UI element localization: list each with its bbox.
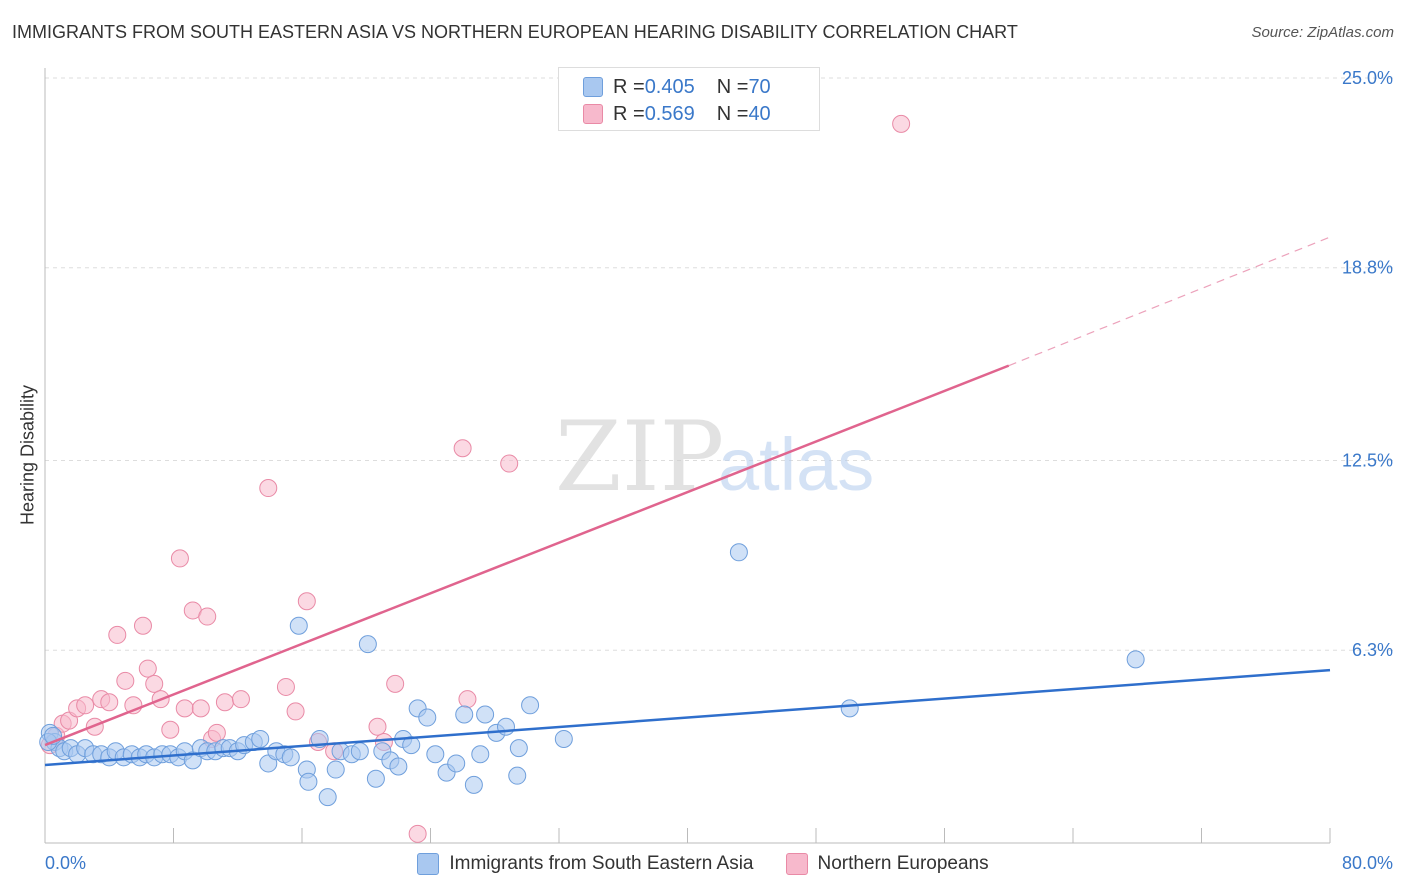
- data-point-northern-europeans: [76, 696, 95, 715]
- x-tick-label: 80.0%: [1342, 853, 1393, 873]
- x-tick-label: 0.0%: [45, 853, 86, 873]
- y-tick-label: 18.8%: [1342, 258, 1393, 278]
- series-se-asia: [39, 543, 1145, 807]
- data-point-se-asia: [447, 754, 466, 773]
- data-point-northern-europeans: [161, 720, 180, 739]
- data-point-se-asia: [476, 705, 495, 724]
- grid-lines: [45, 77, 1395, 651]
- data-point-se-asia: [350, 742, 369, 761]
- data-point-se-asia: [281, 748, 300, 767]
- legend-row-blue: R = 0.405 N = 70: [583, 74, 771, 100]
- data-point-northern-europeans: [368, 717, 387, 736]
- legend-row-pink: R = 0.569 N = 40: [583, 101, 771, 127]
- data-point-se-asia: [326, 760, 345, 779]
- watermark: ZIP atlas: [555, 401, 874, 513]
- chart-title: IMMIGRANTS FROM SOUTH EASTERN ASIA VS NO…: [12, 22, 1018, 42]
- data-point-se-asia: [366, 769, 385, 788]
- data-point-northern-europeans: [458, 690, 477, 709]
- data-point-se-asia: [299, 772, 318, 791]
- y-tick-label: 12.5%: [1342, 451, 1393, 471]
- data-point-northern-europeans: [175, 699, 194, 718]
- legend-label-se-asia: Immigrants from South Eastern Asia: [449, 853, 754, 874]
- data-point-northern-europeans: [892, 114, 911, 133]
- legend-swatch-se-asia: [417, 853, 440, 875]
- data-point-northern-europeans: [198, 607, 217, 626]
- series-legend: Immigrants from South Eastern Asia North…: [0, 850, 1406, 878]
- data-point-se-asia: [358, 635, 377, 654]
- legend-r-label: R =: [613, 102, 645, 125]
- data-point-northern-europeans: [191, 699, 210, 718]
- data-point-northern-europeans: [500, 454, 519, 473]
- watermark-atlas: atlas: [718, 423, 874, 506]
- data-point-se-asia: [464, 775, 483, 794]
- data-point-se-asia: [455, 705, 474, 724]
- data-point-se-asia: [521, 696, 540, 715]
- data-point-se-asia: [426, 745, 445, 764]
- legend-swatch-pink: [583, 104, 603, 124]
- data-point-northern-europeans: [259, 479, 278, 498]
- data-point-northern-europeans: [386, 674, 405, 693]
- data-point-se-asia: [1126, 650, 1145, 669]
- trend-line-northern-europeans-extension: [1008, 236, 1331, 367]
- data-point-se-asia: [251, 729, 270, 748]
- y-tick-label: 6.3%: [1352, 640, 1393, 660]
- data-point-se-asia: [418, 708, 437, 727]
- y-tick-label: 25.0%: [1342, 68, 1393, 88]
- legend-item-northern-europeans[interactable]: Northern Europeans: [785, 853, 989, 875]
- legend-n-label: N =: [716, 102, 749, 125]
- data-point-northern-europeans: [138, 659, 157, 678]
- data-point-northern-europeans: [453, 439, 472, 458]
- data-point-se-asia: [289, 616, 308, 635]
- data-point-se-asia: [389, 757, 408, 776]
- data-point-northern-europeans: [297, 592, 316, 611]
- data-point-se-asia: [509, 739, 528, 758]
- legend-r-value: 0.569: [644, 102, 695, 125]
- y-axis-title: Hearing Disability: [17, 384, 38, 526]
- source-label: Source: ZipAtlas.com: [1251, 24, 1394, 41]
- data-point-se-asia: [554, 729, 573, 748]
- legend-label-northern-europeans: Northern Europeans: [817, 853, 989, 874]
- data-point-se-asia: [402, 736, 421, 755]
- data-point-northern-europeans: [116, 671, 135, 690]
- data-point-northern-europeans: [215, 693, 234, 712]
- legend-r-value: 0.405: [644, 75, 695, 98]
- data-point-northern-europeans: [286, 702, 305, 721]
- legend-n-value: 70: [748, 75, 771, 98]
- legend-swatch-northern-europeans: [785, 853, 808, 875]
- legend-r-label: R =: [613, 75, 645, 98]
- data-point-northern-europeans: [170, 549, 189, 568]
- legend-n-value: 40: [748, 102, 771, 125]
- trend-line-northern-europeans: [44, 364, 1010, 747]
- data-point-se-asia: [318, 788, 337, 807]
- axes: [44, 68, 1331, 844]
- trend-lines: [44, 236, 1331, 767]
- data-point-northern-europeans: [133, 616, 152, 635]
- data-point-northern-europeans: [100, 693, 119, 712]
- legend-n-label: N =: [716, 75, 749, 98]
- data-point-se-asia: [508, 766, 527, 785]
- watermark-zip: ZIP: [555, 401, 724, 513]
- data-point-northern-europeans: [108, 625, 127, 644]
- data-point-se-asia: [471, 745, 490, 764]
- data-point-northern-europeans: [231, 690, 250, 709]
- data-point-northern-europeans: [408, 824, 427, 843]
- data-point-se-asia: [840, 699, 859, 718]
- data-point-northern-europeans: [207, 723, 226, 742]
- data-point-se-asia: [496, 717, 515, 736]
- legend-item-se-asia[interactable]: Immigrants from South Eastern Asia: [417, 853, 754, 875]
- data-point-northern-europeans: [145, 674, 164, 693]
- data-point-se-asia: [729, 543, 748, 562]
- correlation-legend: R = 0.405 N = 70 R = 0.569 N = 40: [558, 67, 820, 131]
- data-point-northern-europeans: [276, 677, 295, 696]
- tick-labels: 6.3% 12.5% 18.8% 25.0% 0.0% 80.0%: [45, 68, 1393, 873]
- trend-line-se-asia: [44, 668, 1331, 767]
- legend-swatch-blue: [583, 77, 603, 97]
